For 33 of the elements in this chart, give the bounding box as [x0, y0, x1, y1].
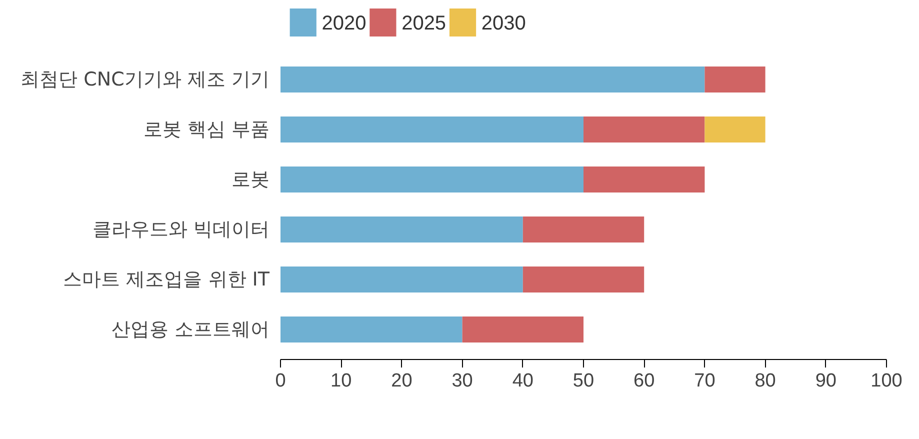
bar: [280, 116, 584, 142]
x-tick-label: 40: [512, 370, 534, 392]
bar: [584, 166, 705, 192]
y-tick-label: 로봇: [232, 168, 270, 190]
bar: [522, 266, 644, 292]
x-tick-label: 50: [572, 370, 594, 392]
legend-label: 2030: [481, 12, 526, 34]
x-tick-label: 0: [275, 370, 286, 392]
x-tick-label: 20: [391, 370, 412, 392]
x-tick-label: 100: [870, 370, 902, 392]
y-tick-label: 로봇 핵심 부품: [143, 118, 270, 140]
x-tick-label: 70: [694, 370, 716, 392]
y-tick-label: 산업용 소프트웨어: [111, 318, 270, 340]
bar: [584, 116, 705, 142]
x-tick-label: 80: [754, 370, 776, 392]
x-tick-label: 10: [330, 370, 352, 392]
bar: [280, 66, 705, 92]
x-tick-label: 90: [815, 370, 836, 392]
bar: [522, 216, 644, 242]
bar: [280, 316, 462, 342]
bar: [280, 166, 584, 192]
y-tick-label: 최첨단 CNC기기와 제조 기기: [20, 68, 270, 90]
bar: [280, 216, 523, 242]
y-tick-label: 클라우드와 빅데이터: [92, 218, 270, 240]
bar: [704, 66, 766, 92]
x-tick-label: 60: [634, 370, 655, 392]
bar: [704, 116, 766, 142]
legend-label: 2025: [402, 12, 446, 34]
bar: [462, 316, 584, 342]
bar: [280, 266, 523, 292]
y-tick-label: 스마트 제조업을 위한 IT: [63, 268, 270, 290]
legend-label: 2020: [322, 12, 366, 34]
x-tick-label: 30: [452, 370, 473, 392]
